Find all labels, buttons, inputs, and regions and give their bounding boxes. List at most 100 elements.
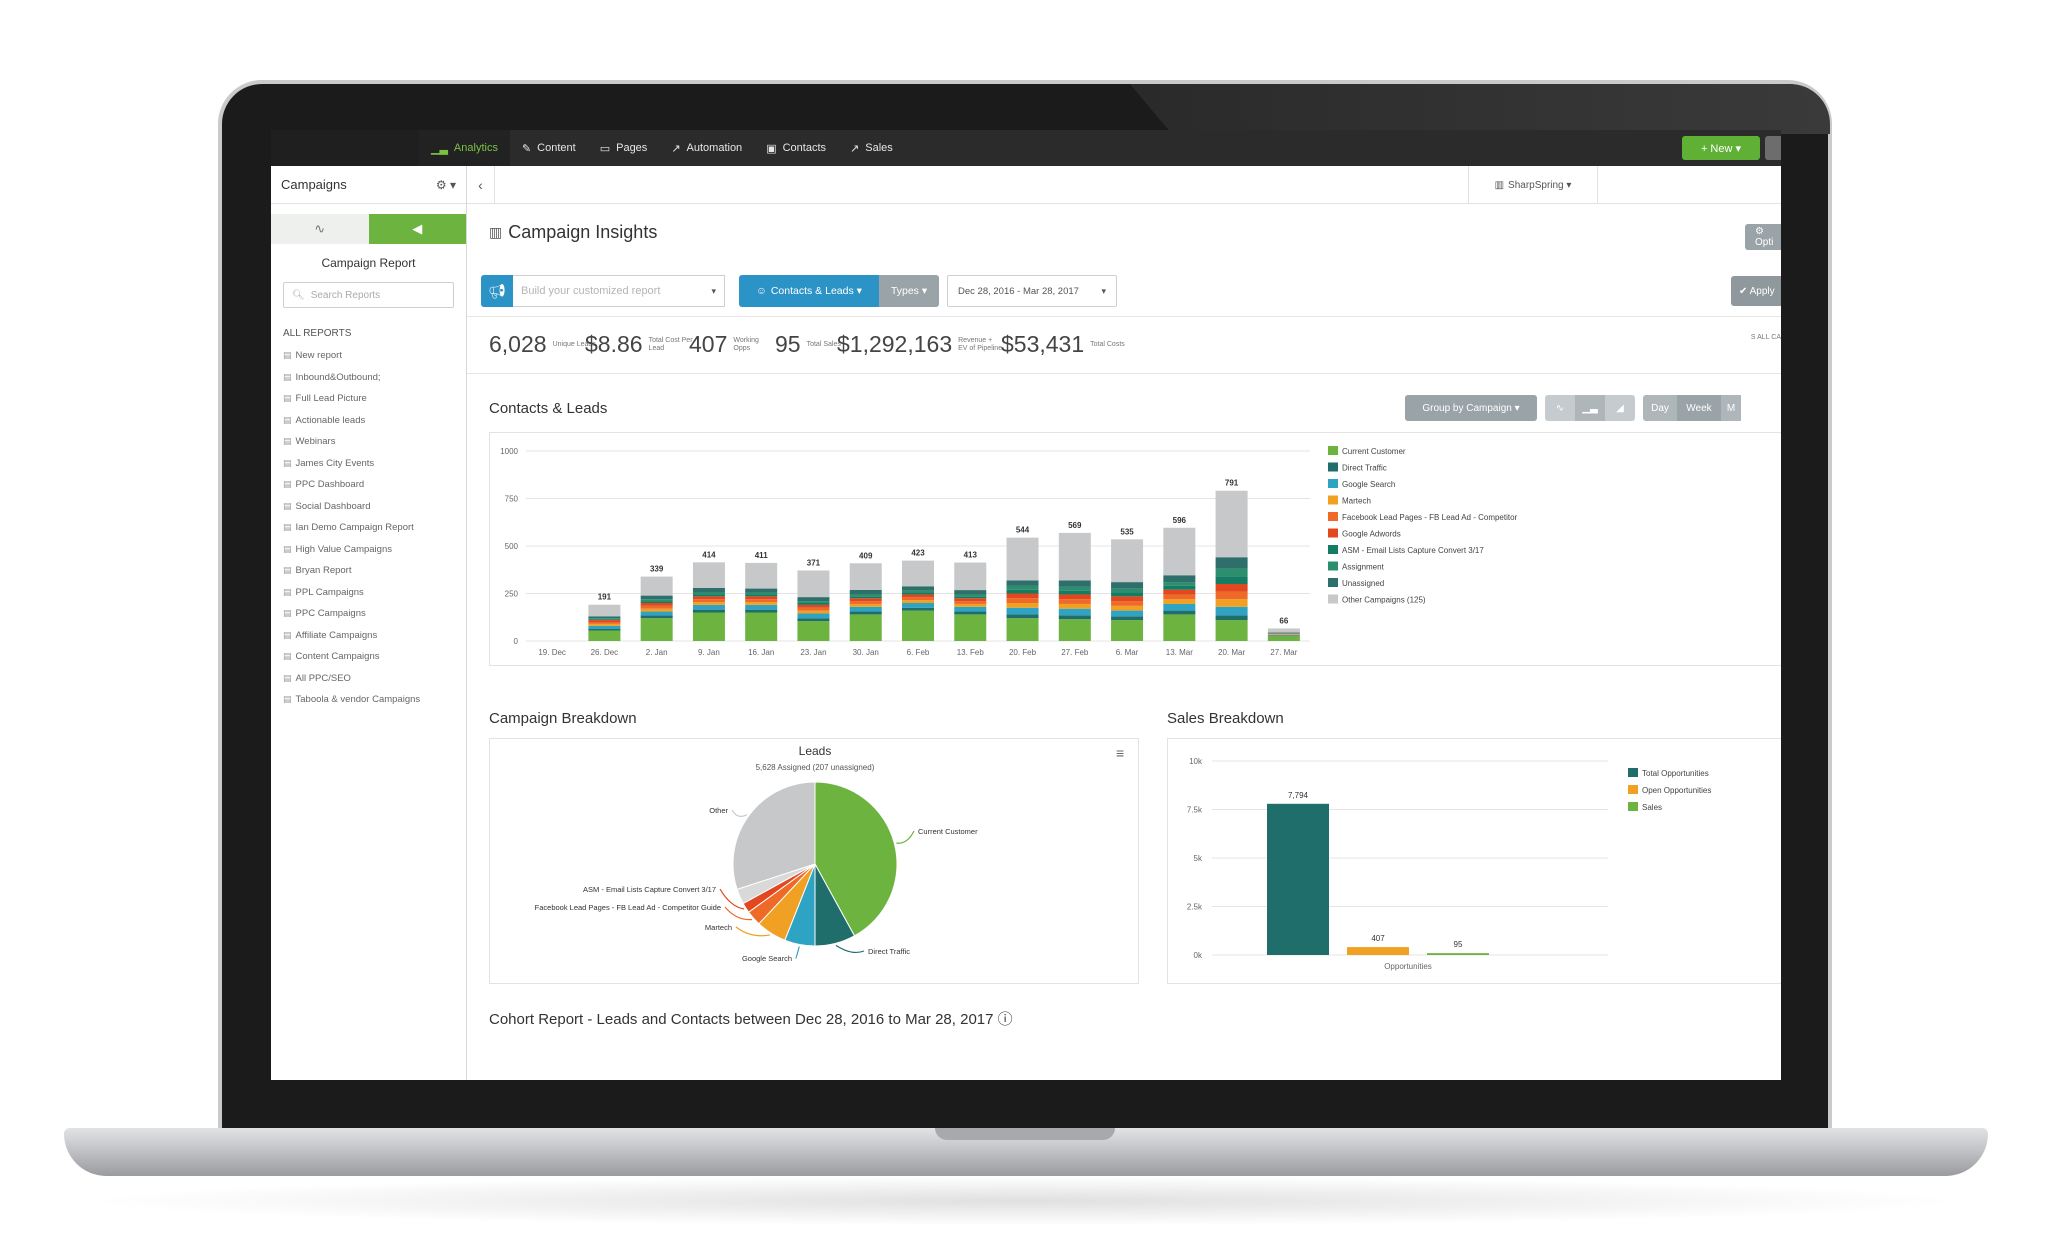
account-selector[interactable]: ▥ SharpSpring ▾ xyxy=(1468,166,1598,204)
bar-segment[interactable] xyxy=(640,601,673,603)
bar-segment[interactable] xyxy=(902,560,934,587)
bar-segment[interactable] xyxy=(1111,592,1144,597)
bar-segment[interactable] xyxy=(588,619,621,621)
report-list-item[interactable]: ▤ Taboola & vendor Campaigns xyxy=(283,689,466,711)
bar-segment[interactable] xyxy=(902,597,934,601)
bar-segment[interactable] xyxy=(1267,636,1300,641)
day-button[interactable]: Day xyxy=(1643,395,1677,421)
bar-segment[interactable] xyxy=(1163,614,1196,641)
bar-segment[interactable] xyxy=(849,614,882,641)
bar-segment[interactable] xyxy=(954,596,987,599)
search-reports-input[interactable]: 🔍︎ Search Reports xyxy=(283,282,454,308)
bar-segment[interactable] xyxy=(588,604,621,617)
bar-segment[interactable] xyxy=(745,609,778,613)
bar-segment[interactable] xyxy=(1215,599,1248,607)
report-list-item[interactable]: ▤ Content Campaigns xyxy=(283,646,466,668)
bar-segment[interactable] xyxy=(1163,589,1196,595)
bar-segment[interactable] xyxy=(1058,532,1091,581)
bar-segment[interactable] xyxy=(640,576,673,596)
bar-segment[interactable] xyxy=(1006,607,1039,615)
bar-segment[interactable] xyxy=(588,630,621,641)
bar-segment[interactable] xyxy=(1163,582,1196,586)
legend-label[interactable]: Sales xyxy=(1642,803,1662,812)
legend-label[interactable]: Facebook Lead Pages - FB Lead Ad - Compe… xyxy=(1342,513,1518,522)
nav-item-content[interactable]: ✎ Content xyxy=(510,130,588,166)
bar-segment[interactable] xyxy=(797,610,830,614)
bar-segment[interactable] xyxy=(954,603,987,607)
bar-segment[interactable] xyxy=(640,615,673,619)
bar-segment[interactable] xyxy=(1215,606,1248,616)
bar-segment[interactable] xyxy=(1006,580,1039,586)
bar-segment[interactable] xyxy=(1058,580,1091,587)
bar-segment[interactable] xyxy=(849,601,882,604)
report-list-item[interactable]: ▤ New report xyxy=(283,345,466,367)
nav-item-pages[interactable]: ▭ Pages xyxy=(588,130,660,166)
nav-item-analytics[interactable]: ▁▃ Analytics xyxy=(419,130,510,166)
bar-segment[interactable] xyxy=(1111,596,1144,602)
bar-segment[interactable] xyxy=(692,602,725,605)
bar-segment[interactable] xyxy=(797,601,830,603)
bar-segment[interactable] xyxy=(692,612,725,642)
bar-segment[interactable] xyxy=(1111,588,1144,593)
bar-segment[interactable] xyxy=(1215,557,1248,569)
bar-segment[interactable] xyxy=(640,611,673,616)
bar-segment[interactable] xyxy=(745,602,778,605)
bar-segment[interactable] xyxy=(902,603,934,608)
bar-segment[interactable] xyxy=(640,605,673,609)
bar-segment[interactable] xyxy=(1058,599,1091,604)
bar-segment[interactable] xyxy=(1267,634,1300,635)
bar-segment[interactable] xyxy=(1215,591,1248,600)
pie-slice[interactable] xyxy=(814,781,898,937)
pie-slice[interactable] xyxy=(732,781,816,890)
legend-label[interactable]: Google Search xyxy=(1342,480,1395,489)
bar-segment[interactable] xyxy=(1267,634,1300,636)
bar-segment[interactable] xyxy=(1163,527,1196,576)
bar-segment[interactable] xyxy=(588,620,621,622)
bar-segment[interactable] xyxy=(849,603,882,607)
bar-segment[interactable] xyxy=(1006,598,1039,603)
bar-segment[interactable] xyxy=(1058,586,1091,591)
bar-segment[interactable] xyxy=(1058,608,1091,616)
bar-segment[interactable] xyxy=(954,598,987,602)
bar-segment[interactable] xyxy=(1006,585,1039,590)
bar-segment[interactable] xyxy=(692,592,725,595)
bar-segment[interactable] xyxy=(954,594,987,597)
bar-segment[interactable] xyxy=(692,587,725,593)
bar-segment[interactable] xyxy=(902,607,934,611)
gear-icon[interactable]: ⚙ ▾ xyxy=(435,177,456,192)
report-list-item[interactable]: ▤ PPC Campaigns xyxy=(283,603,466,625)
bar-segment[interactable] xyxy=(692,596,725,600)
month-button[interactable]: M xyxy=(1721,395,1741,421)
bar-segment[interactable] xyxy=(954,590,987,595)
megaphone-icon[interactable]: 📢︎ xyxy=(481,275,513,307)
tab-campaigns-icon[interactable]: ◀ xyxy=(368,214,466,244)
bar-segment[interactable] xyxy=(1006,589,1039,594)
bar-segment[interactable] xyxy=(849,598,882,602)
bar-segment[interactable] xyxy=(692,599,725,603)
bar-segment[interactable] xyxy=(1058,619,1091,641)
bar-segment[interactable] xyxy=(745,604,778,610)
bar-segment[interactable] xyxy=(902,586,934,591)
bar-segment[interactable] xyxy=(1058,590,1091,595)
apply-button[interactable]: ✔ Apply xyxy=(1731,276,1781,306)
report-list-item[interactable]: ▤ PPC Dashboard xyxy=(283,474,466,496)
legend-label[interactable]: Google Adwords xyxy=(1342,530,1401,539)
bar-segment[interactable] xyxy=(588,625,621,629)
bar-segment[interactable] xyxy=(954,614,987,641)
report-list-item[interactable]: ▤ Ian Demo Campaign Report xyxy=(283,517,466,539)
bar-segment[interactable] xyxy=(902,600,934,603)
bar-segment[interactable] xyxy=(954,562,987,591)
bar-segment[interactable] xyxy=(1215,584,1248,592)
group-by-dropdown[interactable]: Group by Campaign ▾ xyxy=(1405,395,1537,421)
report-list-item[interactable]: ▤ Webinars xyxy=(283,431,466,453)
bar-segment[interactable] xyxy=(1267,628,1300,633)
bar-segment[interactable] xyxy=(588,618,621,620)
bar-segment[interactable] xyxy=(1006,603,1039,608)
bar-segment[interactable] xyxy=(1215,615,1248,621)
bar-segment[interactable] xyxy=(1163,610,1196,615)
bar-segment[interactable] xyxy=(640,618,673,641)
legend-label[interactable]: Current Customer xyxy=(1342,447,1406,456)
bar-segment[interactable] xyxy=(849,589,882,595)
bar-segment[interactable] xyxy=(954,601,987,604)
bar-segment[interactable] xyxy=(1163,575,1196,583)
